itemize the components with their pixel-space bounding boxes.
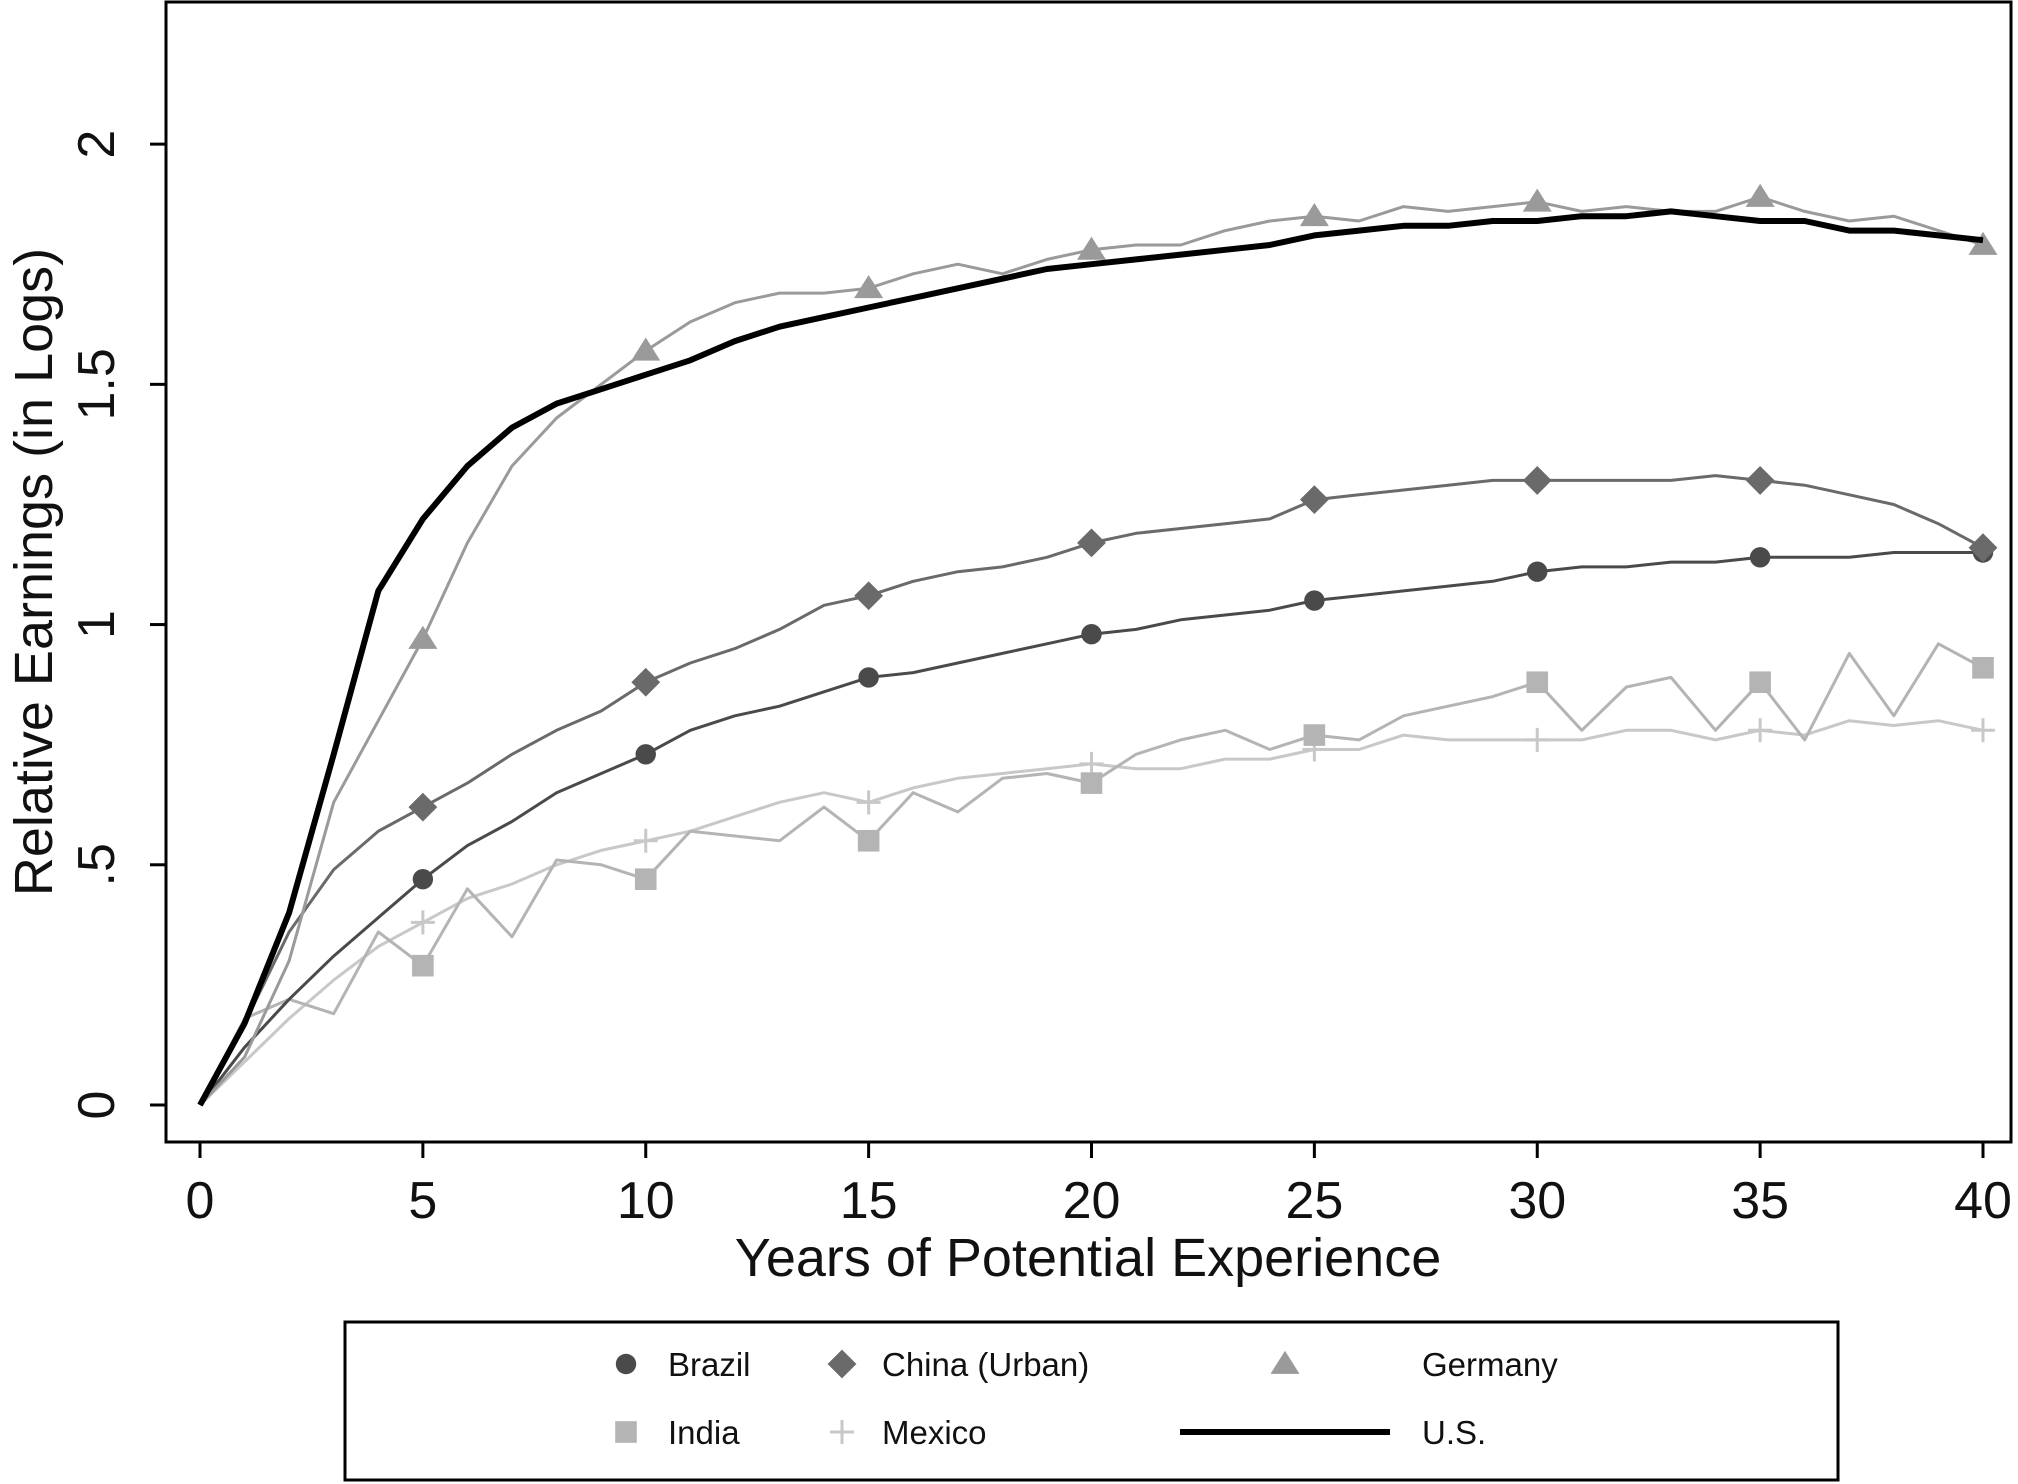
data-point-germany xyxy=(1299,202,1329,227)
x-tick-label: 5 xyxy=(408,1172,437,1230)
legend: Brazil China (Urban) Germany India Mexico U.S… xyxy=(615,1346,1558,1451)
x-tick-label: 35 xyxy=(1731,1172,1789,1230)
legend-swatch-brazil xyxy=(615,1353,637,1375)
data-point-china-urban xyxy=(631,667,661,697)
data-point-india xyxy=(857,829,880,852)
data-point-india xyxy=(634,868,657,890)
data-point-mexico xyxy=(856,790,881,815)
x-tick-label: 10 xyxy=(617,1172,675,1230)
data-point-brazil xyxy=(635,744,656,765)
data-point-brazil xyxy=(1527,561,1548,582)
data-point-china-urban xyxy=(1299,485,1329,515)
data-point-india xyxy=(1749,671,1771,694)
x-tick-label: 15 xyxy=(840,1172,898,1230)
data-point-brazil xyxy=(1081,623,1102,645)
data-point-china-urban xyxy=(1077,528,1106,558)
data-point-china-urban xyxy=(408,792,438,822)
data-point-mexico xyxy=(1971,718,1995,743)
data-point-germany xyxy=(854,275,884,299)
x-axis-title: Years of Potential Experience xyxy=(735,1228,1441,1288)
data-point-india xyxy=(1972,657,1994,679)
legend-swatch-germany xyxy=(1270,1350,1300,1374)
data-point-india xyxy=(1080,772,1103,794)
data-point-germany xyxy=(631,337,661,361)
legend-label-brazil: Brazil xyxy=(668,1346,751,1383)
legend-label-china-urban: China (Urban) xyxy=(882,1346,1089,1383)
series-china-urban xyxy=(198,466,1998,1106)
x-axis-ticks: 0 5 10 15 20 25 30 35 40 xyxy=(186,1142,2012,1230)
data-point-germany xyxy=(1076,236,1107,260)
y-tick-label: 2 xyxy=(68,130,126,159)
legend-swatch-china-urban xyxy=(827,1349,857,1379)
data-point-china-urban xyxy=(854,581,884,611)
y-tick-label: 1 xyxy=(68,610,126,639)
plot-frame xyxy=(164,0,2013,1144)
data-point-germany xyxy=(408,625,438,649)
data-point-brazil xyxy=(412,868,434,890)
x-tick-label: 20 xyxy=(1063,1172,1121,1230)
legend-swatch-india xyxy=(615,1421,637,1443)
y-axis-title: Relative Earnings (in Logs) xyxy=(4,248,64,896)
data-point-china-urban xyxy=(1745,466,1775,495)
data-point-china-urban xyxy=(1968,533,1998,563)
data-point-india xyxy=(1526,671,1549,694)
series-layer xyxy=(197,183,1998,1107)
data-point-brazil xyxy=(1749,547,1771,568)
legend-label-u-s: U.S. xyxy=(1422,1414,1486,1451)
data-point-germany xyxy=(1968,231,1998,255)
data-point-germany xyxy=(1745,183,1775,207)
data-point-mexico xyxy=(1748,718,1773,743)
legend-label-india: India xyxy=(668,1414,740,1451)
data-point-mexico xyxy=(633,828,658,853)
data-point-brazil xyxy=(858,667,879,688)
x-tick-label: 0 xyxy=(186,1172,215,1230)
y-axis-ticks: 0 .5 1 1.5 2 xyxy=(68,130,166,1120)
series-mexico xyxy=(198,718,1995,1107)
y-tick-label: .5 xyxy=(68,843,126,886)
data-point-india xyxy=(412,954,434,977)
x-tick-label: 30 xyxy=(1508,1172,1566,1230)
legend-label-mexico: Mexico xyxy=(882,1414,987,1451)
y-tick-label: 1.5 xyxy=(68,348,126,420)
data-point-germany xyxy=(1522,188,1552,212)
legend-box xyxy=(343,1320,1840,1482)
data-point-brazil xyxy=(1304,590,1325,611)
data-point-china-urban xyxy=(1522,466,1552,495)
legend-label-germany: Germany xyxy=(1422,1346,1558,1383)
y-tick-label: 0 xyxy=(68,1091,126,1120)
legend-swatch-mexico xyxy=(830,1420,854,1444)
data-point-india xyxy=(1303,724,1326,746)
series-u-s xyxy=(197,208,1984,1107)
x-tick-label: 40 xyxy=(1954,1172,2012,1230)
data-point-mexico xyxy=(1525,727,1550,752)
series-line-u-s xyxy=(197,208,1984,1107)
x-tick-label: 25 xyxy=(1285,1172,1343,1230)
series-india xyxy=(198,642,1994,1106)
data-point-mexico xyxy=(1079,751,1104,776)
data-point-mexico xyxy=(410,910,435,935)
